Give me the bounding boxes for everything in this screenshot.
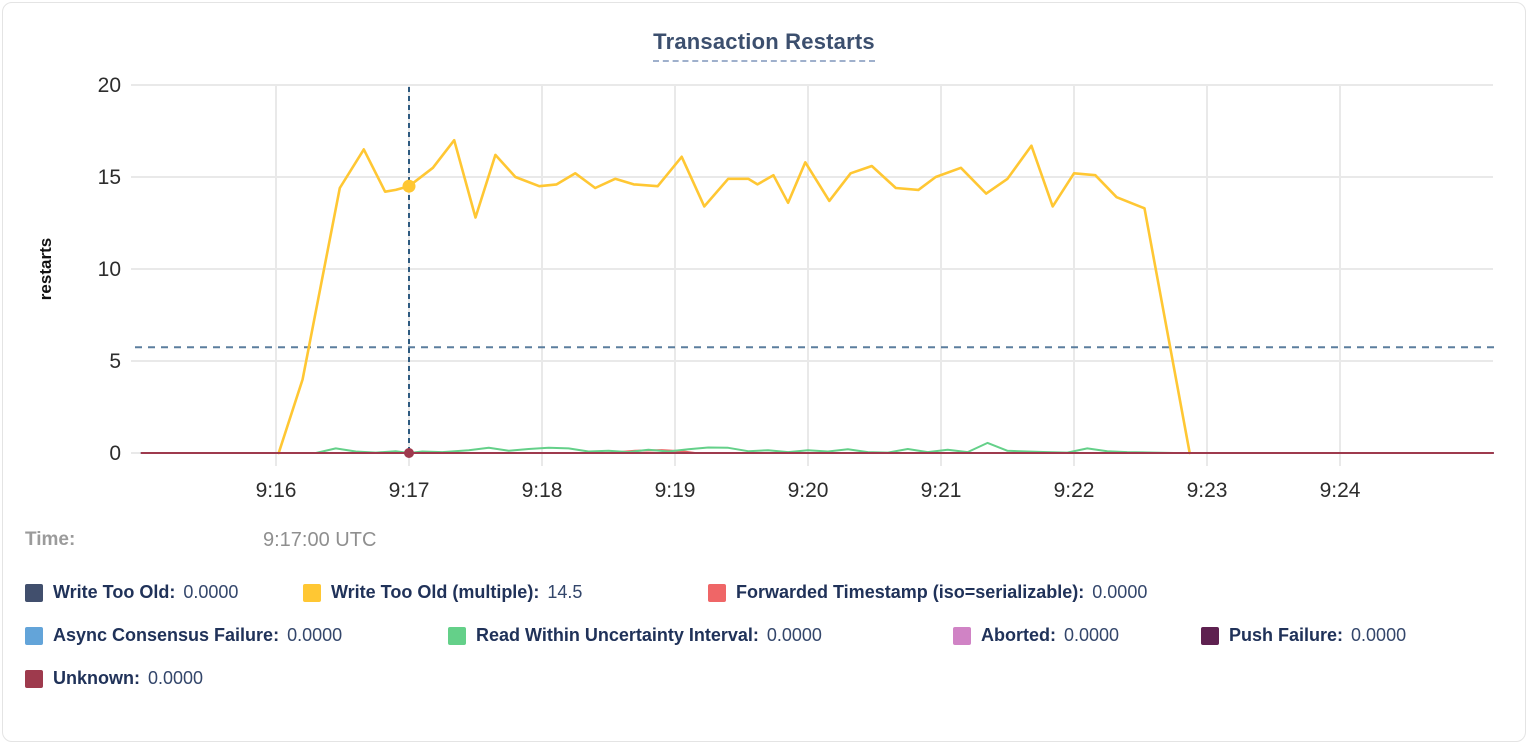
- x-tick-label: 9:21: [921, 479, 962, 502]
- legend-series-label: Write Too Old (multiple):: [331, 582, 540, 602]
- legend-row: Write Too Old: 0.0000 Write Too Old (multi…: [25, 582, 1509, 603]
- y-axis-label: restarts: [36, 238, 55, 300]
- legend-series-label: Aborted:: [981, 625, 1056, 645]
- legend-series-value: 0.0000: [1092, 582, 1148, 602]
- legend-item: Forwarded Timestamp (iso=serializable): 0…: [708, 582, 1147, 603]
- x-tick-label: 9:22: [1054, 479, 1095, 502]
- legend-series-value: 0.0000: [287, 625, 343, 645]
- legend-series-label: Read Within Uncertainty Interval:: [476, 625, 759, 645]
- x-tick-label: 9:20: [788, 479, 829, 502]
- legend-swatch: [953, 626, 971, 645]
- crosshair-dot: [402, 179, 416, 193]
- legend-item: Async Consensus Failure: 0.0000: [25, 625, 448, 646]
- chart-title[interactable]: Transaction Restarts: [653, 29, 875, 62]
- legend-row: Async Consensus Failure: 0.0000 Read Withi…: [25, 625, 1509, 646]
- legend-item: Write Too Old (multiple): 14.5: [303, 582, 708, 603]
- x-tick-label: 9:19: [655, 479, 696, 502]
- legend-series-label: Async Consensus Failure:: [53, 625, 280, 645]
- legend-item: Aborted: 0.0000: [953, 625, 1201, 646]
- legend-item: Read Within Uncertainty Interval: 0.0000: [448, 625, 953, 646]
- legend-series-value: 0.0000: [183, 582, 239, 602]
- legend-series-value: 0.0000: [1064, 625, 1120, 645]
- series-line-write-too-old-multiple-: [277, 138, 1191, 455]
- x-tick-label: 9:23: [1187, 479, 1228, 502]
- legend-swatch: [25, 626, 43, 645]
- time-value: 9:17:00 UTC: [263, 528, 377, 551]
- series-line-read-within-uncertainty-interval: [140, 441, 1494, 454]
- y-tick-label: 5: [109, 350, 121, 373]
- crosshair-dot: [404, 448, 414, 458]
- cursor-time-row: Time: 9:17:00 UTC: [25, 528, 1509, 552]
- legend-item: Unknown: 0.0000: [25, 668, 203, 689]
- legend-item: Write Too Old: 0.0000: [25, 582, 303, 603]
- legend-series-label: Forwarded Timestamp (iso=serializable):: [736, 582, 1085, 602]
- legend-swatch: [1201, 626, 1219, 645]
- legend-item: Push Failure: 0.0000: [1201, 625, 1406, 646]
- x-tick-label: 9:18: [522, 479, 563, 502]
- legend-series-value: 0.0000: [148, 668, 204, 688]
- x-tick-label: 9:17: [389, 479, 430, 502]
- legend-row: Unknown: 0.0000: [25, 668, 1509, 689]
- y-tick-label: 10: [98, 258, 121, 281]
- legend-series-value: 0.0000: [766, 625, 822, 645]
- x-tick-label: 9:16: [256, 479, 297, 502]
- chart-title-wrap: Transaction Restarts: [3, 29, 1525, 62]
- chart-footer: Time: 9:17:00 UTC Write Too Old: 0.0000 Wr…: [25, 528, 1509, 711]
- time-label: Time:: [25, 529, 76, 550]
- legend-swatch: [448, 626, 466, 645]
- x-tick-label: 9:24: [1320, 479, 1361, 502]
- legend-series-label: Push Failure:: [1229, 625, 1344, 645]
- legend-swatch: [708, 583, 726, 602]
- legend-series-value: 0.0000: [1351, 625, 1407, 645]
- y-tick-label: 15: [98, 166, 121, 189]
- legend: Write Too Old: 0.0000 Write Too Old (multi…: [25, 582, 1509, 689]
- legend-series-label: Unknown:: [53, 668, 140, 688]
- legend-series-label: Write Too Old:: [53, 582, 176, 602]
- legend-swatch: [25, 583, 43, 602]
- legend-swatch: [303, 583, 321, 602]
- legend-swatch: [25, 669, 43, 688]
- y-tick-label: 0: [109, 442, 121, 465]
- legend-series-value: 14.5: [547, 582, 583, 602]
- timeseries-plot[interactable]: 0 5 10 15 20 9:16 9:17 9:18 9:19 9:20 9:21 9:22 9:23…: [3, 61, 1528, 523]
- y-tick-label: 20: [98, 74, 121, 97]
